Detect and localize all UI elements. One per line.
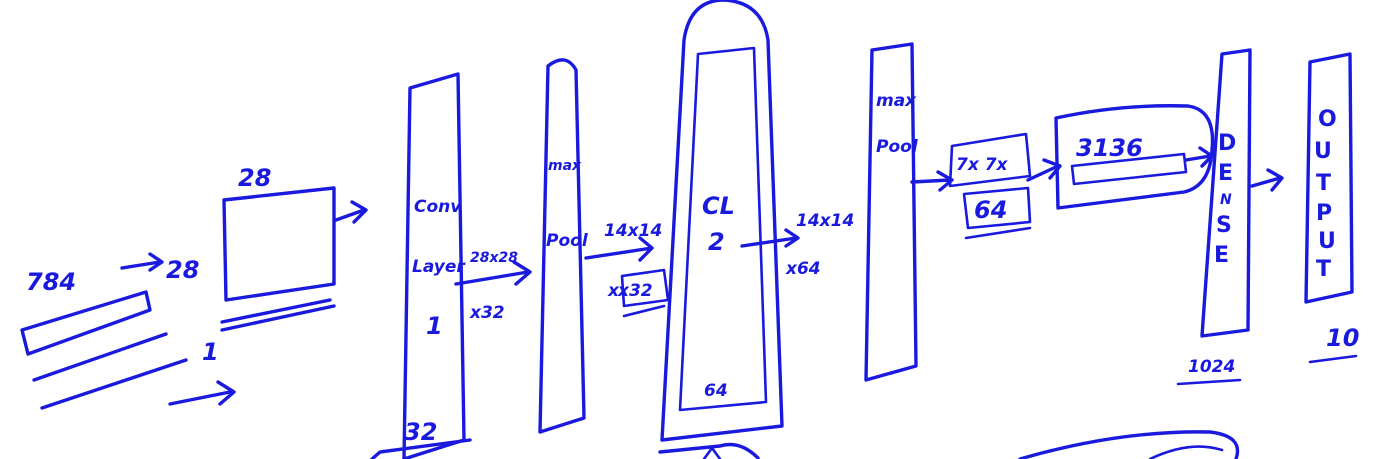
flatten-stage: 3136 [1026,104,1215,210]
input-stage: 784 [20,252,236,410]
pool2-arrow [910,170,954,192]
output-letter: U [1314,139,1332,164]
output-letter: O [1318,107,1337,132]
pool2-depth: 64 [974,196,1007,224]
conv2-depth: x64 [785,259,821,279]
input-arrow-lower [168,380,236,406]
output-letter: T [1316,171,1331,196]
dense-letter: N [1220,192,1232,208]
max-pool-2: max Pool 7x 7x 64 [864,42,1032,382]
image-stage: 28 28 1 [166,164,368,366]
input-vector-bar [20,290,152,356]
max-pool-1: max Pool 14x14 x x32 [538,58,670,434]
pool1-column [538,58,586,434]
dense-letter: S [1216,213,1232,238]
bottom-partial-strokes [370,430,1240,459]
output-units: 10 [1326,324,1359,352]
pool2-pool: Pool [876,137,919,157]
conv2-cl-word: CL [702,192,735,220]
output-letter: T [1316,257,1331,282]
input-stroke-1 [32,332,168,382]
pool2-dims: 7x 7x [956,155,1009,175]
output-column [1304,52,1354,304]
dense-column [1200,48,1252,338]
pool2-depth-box [962,186,1032,230]
pool2-depth-underline [964,226,1032,240]
dense-letters: D E N S E [1214,131,1236,268]
conv1-filters: 32 [404,418,437,446]
image-side-label: 28 [166,256,199,284]
dense-layer: D E N S E 1024 [1176,48,1284,386]
conv2-arrow [740,228,800,248]
conv1-word: Conv [414,197,462,217]
input-stroke-2 [40,358,188,410]
input-arrow [120,252,164,272]
dense-units: 1024 [1188,357,1235,377]
input-size-label: 784 [26,268,76,296]
image-underline-2 [220,304,336,332]
dense-units-underline [1176,378,1242,386]
conv2-num: 2 [708,228,725,256]
dense-letter: E [1218,161,1233,186]
dense-arrow [1250,168,1284,192]
pool1-max: max [548,158,582,174]
output-letter: P [1316,201,1332,226]
output-units-underline [1308,354,1358,364]
conv-layer-2: CL 2 64 14x14 x64 [658,0,854,459]
pool1-pool: Pool [546,231,589,251]
output-layer: O U T P U T 10 [1304,52,1359,364]
bottom-swoosh-inner [1148,445,1224,459]
conv2-bottom-stroke [658,442,760,459]
conv2-dims: 14x14 [796,211,854,231]
flatten-bar [1070,152,1188,186]
pool1-arrow [584,236,654,262]
conv1-depth: x32 [469,303,505,323]
image-arrow [334,200,368,224]
dense-letter: D [1218,131,1236,156]
pool2-dims-box [948,132,1032,188]
conv2-outer [660,0,784,442]
conv2-filters: 64 [704,381,728,401]
flatten-value: 3136 [1076,134,1143,162]
pool1-dims: 14x14 [604,221,662,241]
flatten-arrow-out [1184,146,1214,168]
image-underline-1 [220,298,332,324]
flatten-arrow-in [1026,158,1062,182]
flatten-box [1054,104,1215,210]
conv1-layer-word: Layer [412,257,466,277]
pool2-max: max [876,91,917,111]
image-top-label: 28 [238,164,271,192]
pool2-column [864,42,918,382]
conv2-bottom-arrow [702,446,722,459]
pool1-depth: x32 [617,281,653,301]
image-square [222,186,336,302]
conv1-num: 1 [426,312,443,340]
dense-letter: E [1214,243,1229,268]
bottom-swoosh-left [370,438,472,459]
bottom-swoosh-right [1018,430,1240,459]
conv1-arrow [454,260,532,286]
pool1-depth-underline [622,304,666,318]
conv2-inner [678,46,768,412]
channel-one-label: 1 [202,338,219,366]
output-letter: U [1318,229,1336,254]
output-letters: O U T P U T [1314,107,1337,282]
conv-layer-1: Conv Layer 1 32 28x28 x32 [402,72,532,459]
conv1-dims: 28x28 [470,250,518,266]
pool1-depth-prefix: x [607,281,620,301]
